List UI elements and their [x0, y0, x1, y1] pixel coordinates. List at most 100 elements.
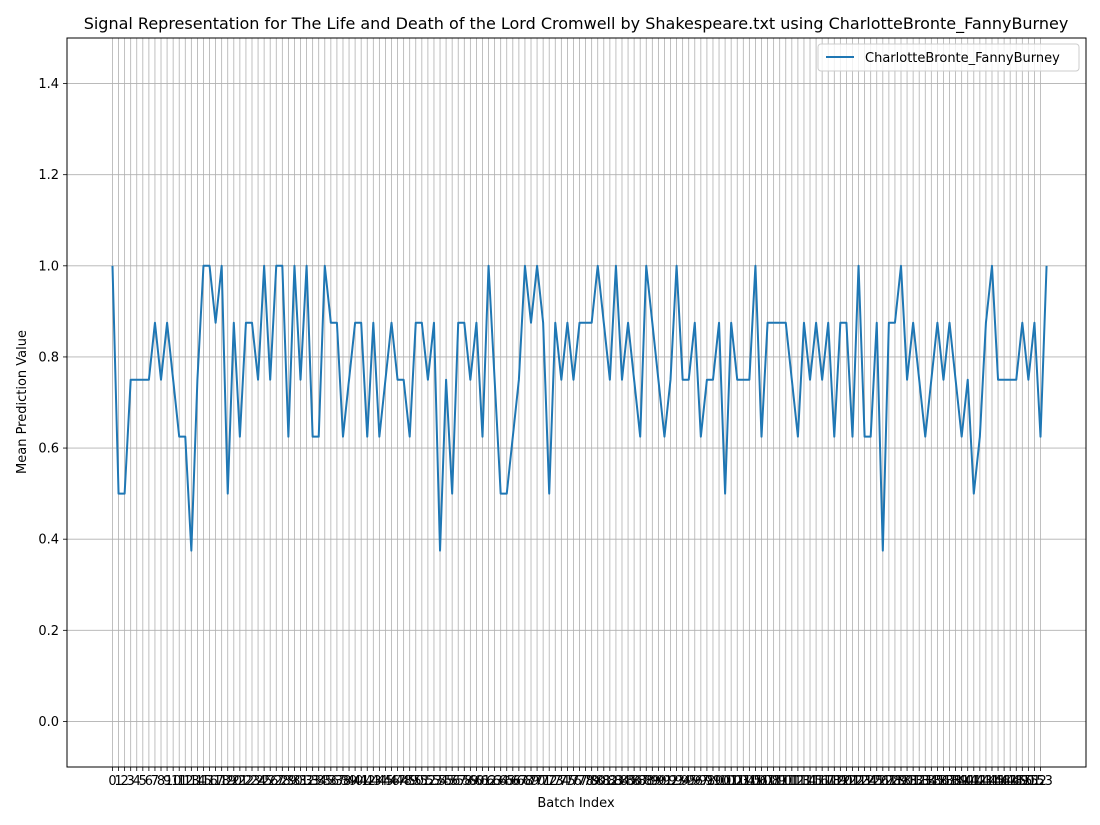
x-tick-label: 139 [943, 774, 968, 789]
x-tick-label: 107 [749, 774, 774, 789]
x-axis-label: Batch Index [537, 796, 615, 811]
x-tick-label: 113 [785, 774, 810, 789]
x-tick-label: 64 [492, 774, 509, 789]
x-tick-label: 73 [547, 774, 564, 789]
x-tick-label: 37 [329, 774, 346, 789]
x-tick-label: 39 [341, 774, 358, 789]
x-tick-label: 128 [876, 774, 901, 789]
x-tick-label: 22 [238, 774, 255, 789]
x-tick-label: 70 [529, 774, 546, 789]
x-tick-label: 34 [310, 774, 327, 789]
x-tick-label: 130 [889, 774, 914, 789]
x-tick-label: 83 [608, 774, 625, 789]
x-tick-label: 61 [474, 774, 491, 789]
x-tick-label: 121 [834, 774, 859, 789]
legend-box [817, 43, 1080, 72]
x-tick-label: 111 [773, 774, 798, 789]
x-tick-label: 127 [870, 774, 895, 789]
x-tick-label: 150 [1010, 774, 1035, 789]
legend-label: CharlotteBronte_FannyBurney [865, 51, 1060, 66]
x-tick-label: 24 [250, 774, 267, 789]
plot-frame [66, 37, 1087, 768]
x-tick-label: 65 [498, 774, 515, 789]
x-tick-label: 132 [901, 774, 926, 789]
x-tick-label: 104 [731, 774, 756, 789]
x-tick-label: 108 [755, 774, 780, 789]
x-tick-label: 103 [725, 774, 750, 789]
x-tick-label: 89 [644, 774, 661, 789]
x-tick-label: 23 [244, 774, 261, 789]
x-tick-label: 90 [650, 774, 667, 789]
x-tick-label: 53 [426, 774, 443, 789]
x-tick-label: 119 [822, 774, 847, 789]
x-tick-label: 94 [674, 774, 691, 789]
x-tick-label: 69 [523, 774, 540, 789]
x-tick-label: 80 [589, 774, 606, 789]
x-tick-label: 56 [444, 774, 461, 789]
x-tick-label: 143 [967, 774, 992, 789]
x-tick-label: 59 [462, 774, 479, 789]
x-tick-label: 138 [937, 774, 962, 789]
x-tick-label: 85 [620, 774, 637, 789]
x-tick-label: 29 [280, 774, 297, 789]
x-tick-label: 134 [913, 774, 938, 789]
x-tick-label: 12 [177, 774, 194, 789]
x-tick-label: 72 [541, 774, 558, 789]
x-tick-label: 40 [347, 774, 364, 789]
x-tick-label: 77 [571, 774, 588, 789]
x-tick-label: 11 [171, 774, 188, 789]
x-tick-label: 118 [816, 774, 841, 789]
y-axis-label: Mean Prediction Value [15, 330, 30, 474]
series-line-group [111, 264, 1048, 552]
x-tick-label: 32 [298, 774, 315, 789]
x-tick-label: 18 [213, 774, 230, 789]
x-tick-label: 110 [767, 774, 792, 789]
x-tick-label: 35 [317, 774, 334, 789]
x-tick-label: 2 [120, 774, 128, 789]
x-tick-label: 115 [798, 774, 823, 789]
x-tick-label: 9 [163, 774, 171, 789]
x-tick-label: 141 [955, 774, 980, 789]
x-tick-label: 79 [583, 774, 600, 789]
x-tick-label: 78 [577, 774, 594, 789]
x-tick-label: 46 [383, 774, 400, 789]
x-tick-label: 3 [127, 774, 135, 789]
y-tick-label: 0.2 [38, 624, 59, 639]
x-tick-label: 60 [468, 774, 485, 789]
x-tick-label: 140 [949, 774, 974, 789]
x-tick-label: 81 [596, 774, 613, 789]
x-tick-label: 147 [992, 774, 1017, 789]
x-tick-label: 58 [456, 774, 473, 789]
y-tick-label: 1.0 [38, 259, 59, 274]
x-tick-label: 50 [407, 774, 424, 789]
x-tick-label: 149 [1004, 774, 1029, 789]
x-tick-label: 38 [335, 774, 352, 789]
x-tick-label: 75 [559, 774, 576, 789]
y-tick-label: 0.8 [38, 350, 59, 365]
x-axis: 0123456789101112131415161718192021222324… [108, 767, 1053, 789]
x-tick-label: 144 [974, 774, 999, 789]
x-tick-label: 91 [656, 774, 673, 789]
y-tick-label: 0.0 [38, 715, 59, 730]
x-tick-label: 14 [189, 774, 206, 789]
x-tick-label: 0 [108, 774, 116, 789]
x-tick-label: 98 [699, 774, 716, 789]
x-tick-label: 99 [705, 774, 722, 789]
x-tick-label: 42 [359, 774, 376, 789]
x-tick-label: 52 [420, 774, 437, 789]
x-tick-label: 129 [883, 774, 908, 789]
x-tick-label: 88 [638, 774, 655, 789]
x-tick-label: 106 [743, 774, 768, 789]
x-tick-label: 116 [804, 774, 829, 789]
x-tick-label: 36 [323, 774, 340, 789]
x-tick-label: 30 [286, 774, 303, 789]
x-tick-label: 20 [226, 774, 243, 789]
x-tick-label: 151 [1016, 774, 1041, 789]
x-tick-label: 62 [480, 774, 497, 789]
x-tick-label: 57 [450, 774, 467, 789]
x-tick-label: 54 [432, 774, 449, 789]
x-tick-label: 148 [998, 774, 1023, 789]
x-tick-label: 47 [389, 774, 406, 789]
x-tick-label: 87 [632, 774, 649, 789]
x-tick-label: 142 [961, 774, 986, 789]
